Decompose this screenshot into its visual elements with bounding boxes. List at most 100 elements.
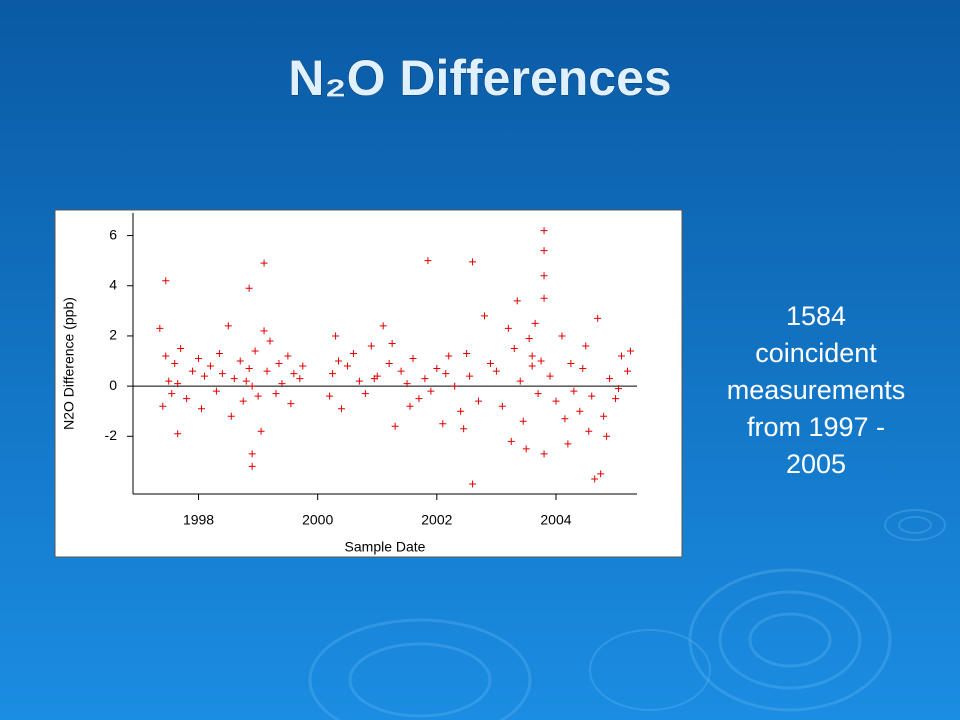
point [326, 392, 334, 400]
point [257, 427, 265, 435]
point [504, 324, 512, 332]
point [588, 392, 596, 400]
point [594, 314, 602, 322]
point [475, 397, 483, 405]
point [355, 377, 363, 385]
point [385, 360, 393, 368]
point [597, 470, 605, 478]
point [457, 407, 465, 415]
x-tick-label: 1998 [183, 512, 214, 528]
x-axis-label: Sample Date [345, 539, 426, 555]
point [406, 402, 414, 410]
point [263, 367, 271, 375]
point [361, 390, 369, 398]
point [174, 430, 182, 438]
point [615, 385, 623, 393]
point [421, 375, 429, 383]
side-text-line: 1584 [786, 301, 846, 331]
point [463, 350, 471, 357]
side-text-line: coincident [755, 338, 877, 368]
side-text: 1584 coincident measurements from 1997 - 200… [727, 301, 906, 479]
point [349, 350, 357, 357]
point [230, 375, 238, 383]
x-tick-label: 2004 [540, 512, 571, 528]
point [272, 390, 280, 398]
point [603, 432, 611, 440]
slide-title: N₂O Differences [288, 50, 671, 106]
point [486, 360, 494, 368]
point [528, 352, 536, 360]
point [540, 247, 548, 255]
point [162, 277, 170, 285]
point [564, 440, 572, 448]
point [370, 375, 378, 383]
point [189, 367, 197, 375]
point [165, 377, 173, 385]
point [177, 344, 185, 352]
y-tick-label: 4 [109, 276, 117, 292]
point [260, 259, 268, 267]
point [332, 332, 340, 340]
point [275, 360, 283, 368]
point [284, 352, 292, 360]
point [260, 327, 268, 335]
point [299, 362, 307, 370]
point [397, 367, 405, 375]
point [159, 402, 167, 410]
y-tick-label: 0 [109, 377, 117, 393]
point [156, 324, 164, 332]
point [200, 372, 208, 380]
side-text-line: measurements [727, 375, 906, 405]
point [206, 362, 214, 370]
point [251, 347, 259, 355]
point [248, 450, 256, 458]
point [540, 450, 548, 458]
point [466, 372, 474, 380]
point [540, 272, 548, 280]
side-text-line: 2005 [786, 449, 846, 479]
point [510, 344, 518, 352]
point [537, 357, 545, 365]
point [480, 312, 488, 320]
point [248, 462, 256, 470]
point [212, 387, 220, 395]
point [296, 375, 304, 383]
point [433, 365, 441, 373]
x-tick-label: 2000 [302, 512, 333, 528]
y-tick-label: 2 [109, 327, 117, 343]
point [195, 355, 203, 363]
point [540, 227, 548, 235]
point [534, 390, 542, 398]
x-tick-label: 2002 [421, 512, 452, 528]
point [585, 427, 593, 435]
point [183, 395, 191, 403]
point [198, 405, 206, 413]
point [338, 405, 346, 413]
point [567, 360, 575, 368]
y-tick-label: 6 [109, 226, 117, 242]
point [227, 412, 235, 420]
point [224, 322, 232, 330]
point [367, 342, 375, 350]
point [388, 339, 396, 347]
point [439, 420, 447, 428]
point [162, 352, 170, 360]
point [519, 417, 527, 425]
y-tick-label: -2 [105, 427, 118, 443]
point [618, 352, 626, 360]
point [245, 365, 253, 373]
point [528, 362, 536, 370]
point [442, 370, 450, 378]
y-axis-label: N2O Difference (ppb) [61, 297, 77, 430]
point [427, 387, 435, 395]
point [591, 475, 599, 483]
point [329, 370, 337, 378]
point [561, 415, 569, 423]
point [379, 322, 387, 330]
point [626, 347, 634, 355]
point [531, 319, 539, 327]
point [403, 380, 411, 388]
point [174, 380, 182, 388]
